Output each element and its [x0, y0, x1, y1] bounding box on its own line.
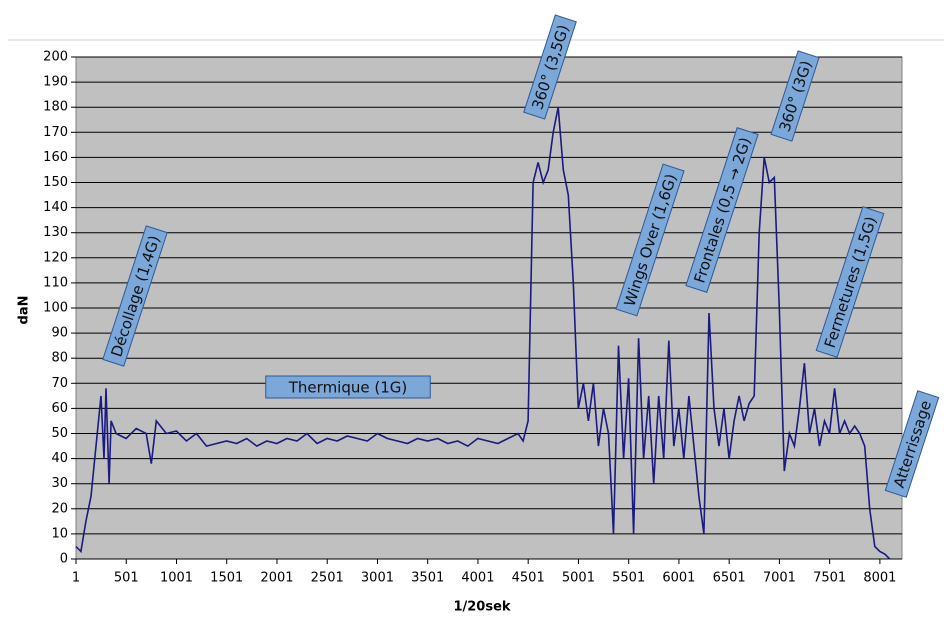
x-tick-label: 2001 — [260, 571, 293, 586]
x-tick-label: 501 — [114, 571, 139, 586]
y-tick-label: 130 — [43, 225, 68, 240]
annotation-box — [884, 390, 940, 498]
y-tick-label: 110 — [43, 275, 68, 290]
y-tick-label: 60 — [51, 401, 68, 416]
x-tick-label: 3501 — [411, 571, 444, 586]
x-tick-label: 6001 — [662, 571, 695, 586]
annotation-box — [102, 225, 168, 367]
y-tick-label: 170 — [43, 125, 68, 140]
y-tick-label: 140 — [43, 200, 68, 215]
x-tick-label: 6501 — [713, 571, 746, 586]
annotation-text: Thermique (1G) — [288, 379, 407, 397]
y-tick-label: 150 — [43, 175, 68, 190]
y-tick-label: 70 — [51, 376, 68, 391]
y-tick-label: 120 — [43, 250, 68, 265]
y-tick-label: 180 — [43, 100, 68, 115]
y-tick-label: 20 — [51, 501, 68, 516]
y-tick-label: 0 — [60, 552, 68, 567]
x-tick-label: 3001 — [361, 571, 394, 586]
x-tick-label: 2501 — [311, 571, 344, 586]
y-tick-label: 40 — [51, 451, 68, 466]
y-tick-label: 50 — [51, 426, 68, 441]
annotation-box — [770, 50, 820, 142]
y-tick-label: 80 — [51, 351, 68, 366]
y-tick-label: 90 — [51, 326, 68, 341]
annotation-box — [615, 163, 685, 317]
annotation-box — [523, 14, 577, 120]
y-tick-label: 30 — [51, 476, 68, 491]
x-tick-label: 1 — [72, 571, 80, 586]
annotation: Thermique (1G) — [265, 375, 431, 399]
y-tick-label: 100 — [43, 301, 68, 316]
x-tick-label: 4001 — [461, 571, 494, 586]
data-line — [75, 107, 891, 560]
y-axis-label: daN — [17, 296, 32, 325]
x-axis-label: 1/20sek — [453, 600, 510, 615]
x-tick-label: 7501 — [813, 571, 846, 586]
y-tick-label: 160 — [43, 150, 68, 165]
x-tick-label: 4501 — [512, 571, 545, 586]
x-tick-label: 7001 — [763, 571, 796, 586]
x-tick-label: 1501 — [210, 571, 243, 586]
annotation-box — [685, 127, 759, 293]
annotation-box — [265, 375, 431, 399]
annotation-box — [815, 206, 885, 358]
y-tick-label: 190 — [43, 75, 68, 90]
y-tick-label: 200 — [43, 50, 68, 65]
y-tick-label: 10 — [51, 526, 68, 541]
x-tick-label: 1001 — [160, 571, 193, 586]
x-tick-label: 5001 — [562, 571, 595, 586]
x-tick-label: 5501 — [612, 571, 645, 586]
x-tick-label: 8001 — [863, 571, 896, 586]
